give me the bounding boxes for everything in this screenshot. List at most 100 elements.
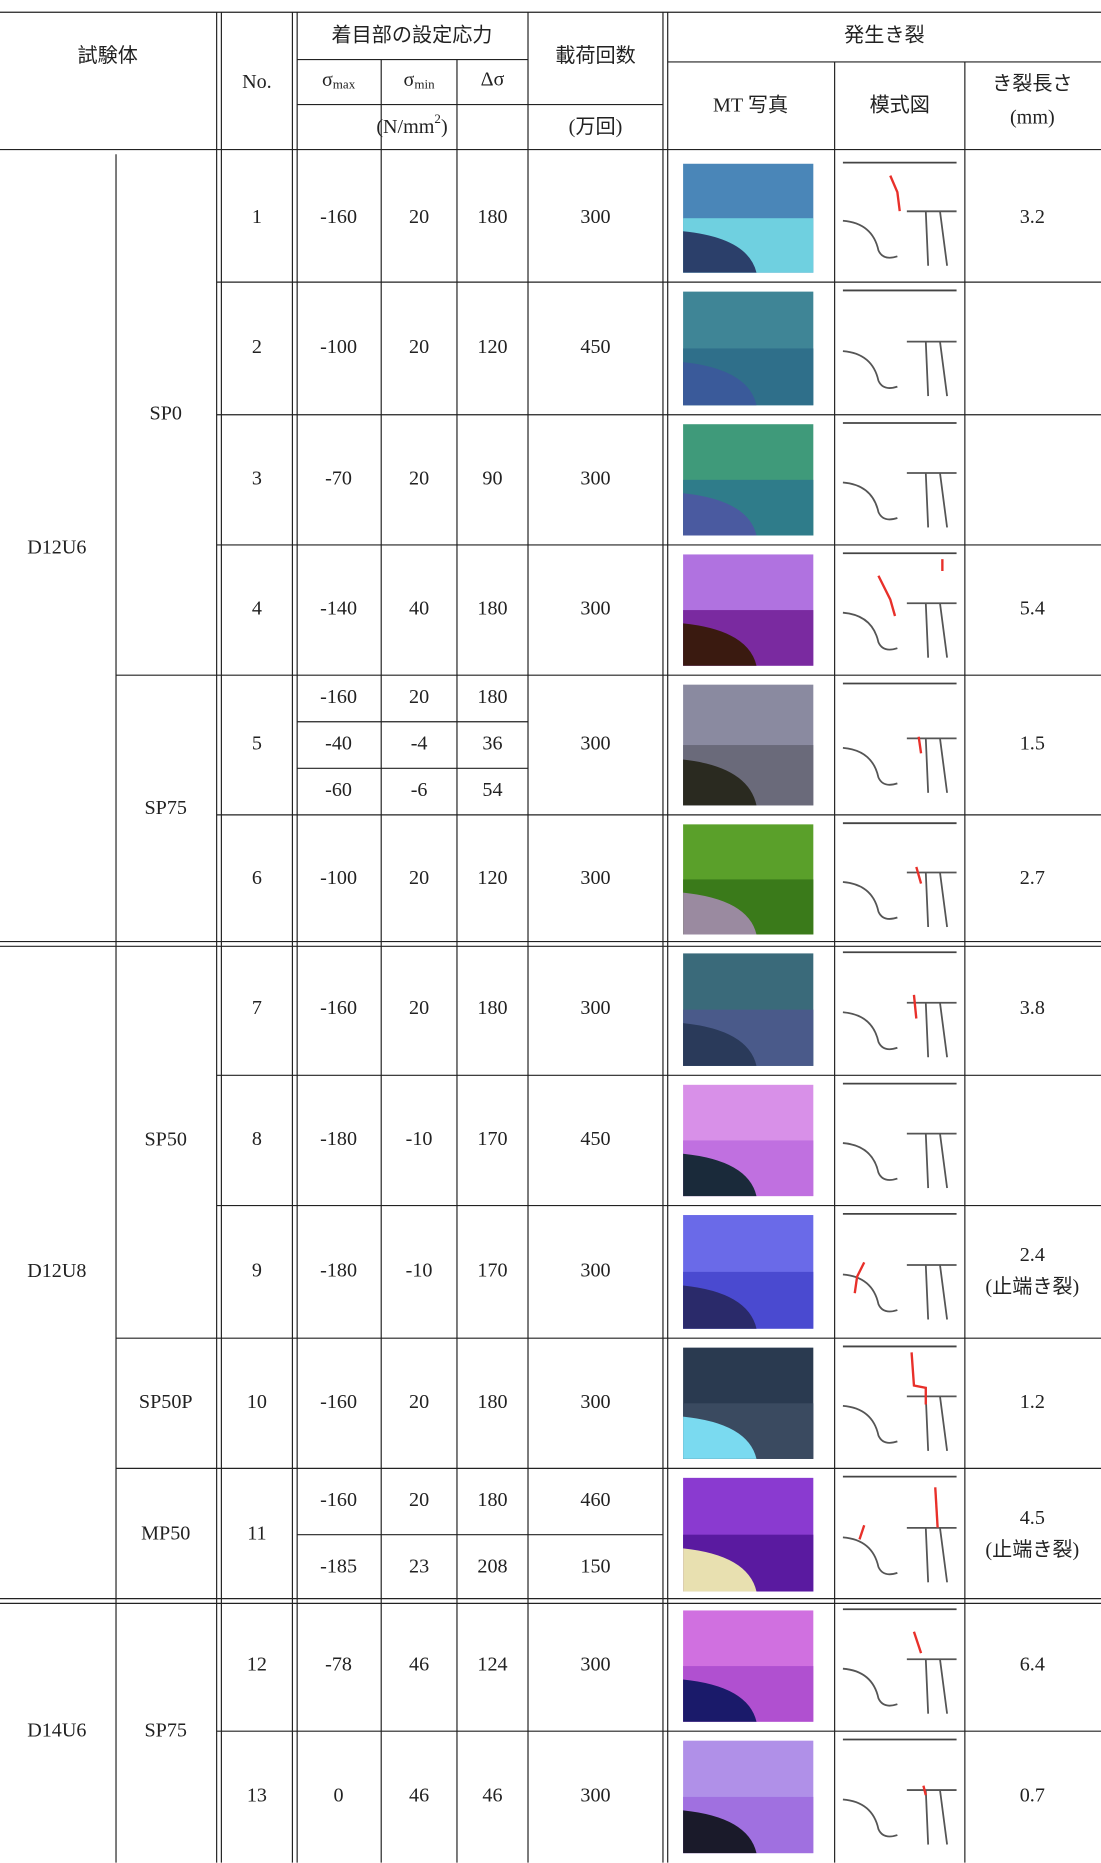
crack-length: 0.7 bbox=[1020, 1785, 1045, 1807]
stress-value: -100 bbox=[320, 867, 357, 889]
stress-value: 180 bbox=[477, 1489, 507, 1511]
stress-value: 180 bbox=[477, 686, 507, 708]
crack-length: 3.8 bbox=[1020, 997, 1045, 1019]
crack-length: 1.2 bbox=[1020, 1391, 1045, 1413]
header-stress: 着目部の設定応力 bbox=[332, 24, 493, 47]
schematic-weld bbox=[843, 1134, 957, 1188]
crack-length: 2.4 bbox=[1020, 1244, 1045, 1266]
row-no: 2 bbox=[252, 336, 262, 358]
row-no: 12 bbox=[247, 1654, 267, 1676]
cycles-value: 460 bbox=[580, 1489, 610, 1511]
stress-value: 36 bbox=[482, 733, 502, 755]
schematic-weld bbox=[843, 1659, 957, 1713]
schematic-weld bbox=[843, 873, 957, 927]
schematic-weld bbox=[843, 1396, 957, 1450]
stress-value: 23 bbox=[409, 1555, 429, 1577]
header-no: No. bbox=[242, 71, 272, 93]
stress-value: 180 bbox=[477, 1391, 507, 1413]
row-no: 9 bbox=[252, 1259, 262, 1281]
cycles-value: 300 bbox=[580, 997, 610, 1019]
stress-value: -40 bbox=[325, 733, 352, 755]
header-specimen: 試験体 bbox=[78, 44, 138, 67]
stress-value: -160 bbox=[320, 997, 357, 1019]
stress-value: -140 bbox=[320, 598, 357, 620]
schematic-crack bbox=[878, 576, 895, 616]
stress-value: -160 bbox=[320, 1489, 357, 1511]
row-no: 6 bbox=[252, 867, 262, 889]
schematic-crack bbox=[914, 995, 916, 1019]
stress-value: 46 bbox=[409, 1654, 429, 1676]
crack-length: 3.2 bbox=[1020, 206, 1045, 228]
stress-value: 170 bbox=[477, 1259, 507, 1281]
header-length: き裂長さ bbox=[992, 72, 1072, 95]
stress-value: -78 bbox=[325, 1654, 352, 1676]
stress-value: 180 bbox=[477, 206, 507, 228]
schematic-crack bbox=[935, 1487, 937, 1527]
schematic-crack bbox=[923, 1786, 925, 1795]
cycles-value: 150 bbox=[580, 1555, 610, 1577]
stress-value: 124 bbox=[477, 1654, 507, 1676]
schematic-weld bbox=[843, 1790, 957, 1844]
stress-value: 20 bbox=[409, 206, 429, 228]
header-crack: 発生き裂 bbox=[844, 24, 924, 47]
crack-length: 5.4 bbox=[1020, 598, 1045, 620]
stress-value: -6 bbox=[411, 779, 428, 801]
cycles-value: 450 bbox=[580, 1128, 610, 1150]
stress-value: 0 bbox=[334, 1785, 344, 1807]
subgroup-name: SP75 bbox=[144, 797, 186, 819]
stress-value: -70 bbox=[325, 467, 352, 489]
schematic-weld bbox=[843, 473, 957, 527]
stress-value: -100 bbox=[320, 336, 357, 358]
cycles-value: 300 bbox=[580, 206, 610, 228]
crack-length: 2.7 bbox=[1020, 867, 1045, 889]
group-name: D12U6 bbox=[27, 537, 86, 559]
stress-value: -180 bbox=[320, 1128, 357, 1150]
stress-value: -60 bbox=[325, 779, 352, 801]
stress-value: 20 bbox=[409, 997, 429, 1019]
unit: ) bbox=[441, 116, 448, 138]
symbol: σ bbox=[322, 69, 333, 91]
stress-value: -4 bbox=[411, 733, 428, 755]
stress-value: -160 bbox=[320, 1391, 357, 1413]
stress-value: 120 bbox=[477, 336, 507, 358]
cycles-value: 450 bbox=[580, 336, 610, 358]
header-length-unit: (mm) bbox=[1010, 106, 1055, 128]
crack-length: 6.4 bbox=[1020, 1654, 1045, 1676]
header-photo: MT 写真 bbox=[713, 94, 788, 117]
crack-note: (止端き裂) bbox=[985, 1275, 1079, 1298]
schematic-crack bbox=[859, 1525, 864, 1539]
stress-value: 46 bbox=[482, 1785, 502, 1807]
row-no: 5 bbox=[252, 733, 262, 755]
schematic-crack bbox=[914, 1632, 921, 1653]
stress-value: 20 bbox=[409, 867, 429, 889]
stress-value: 54 bbox=[482, 779, 502, 801]
schematic-weld bbox=[843, 211, 957, 265]
subgroup-name: SP50P bbox=[139, 1391, 193, 1413]
cycles-value: 300 bbox=[580, 1785, 610, 1807]
subgroup-name: MP50 bbox=[141, 1522, 190, 1544]
cycles-value: 300 bbox=[580, 1654, 610, 1676]
row-no: 11 bbox=[247, 1522, 266, 1544]
cycles-value: 300 bbox=[580, 733, 610, 755]
stress-value: 46 bbox=[409, 1785, 429, 1807]
stress-value: 90 bbox=[482, 467, 502, 489]
stress-value: 120 bbox=[477, 867, 507, 889]
page: 試験体 No. 着目部の設定応力 σmax σmin Δσ (N/mm2) 載荷… bbox=[0, 0, 1101, 1863]
stress-value: -180 bbox=[320, 1259, 357, 1281]
stress-value: -10 bbox=[406, 1128, 433, 1150]
stress-value: 180 bbox=[477, 997, 507, 1019]
schematic-crack bbox=[890, 176, 899, 212]
stress-value: 20 bbox=[409, 1489, 429, 1511]
stress-value: -185 bbox=[320, 1555, 357, 1577]
subscript: min bbox=[414, 77, 435, 92]
stress-value: 20 bbox=[409, 686, 429, 708]
schematic-weld bbox=[843, 342, 957, 396]
header-stress-unit: (N/mm2) bbox=[376, 111, 447, 138]
schematic-weld bbox=[843, 1003, 957, 1057]
header-cycles-unit: (万回) bbox=[569, 116, 623, 138]
row-no: 10 bbox=[247, 1391, 267, 1413]
table: 試験体 No. 着目部の設定応力 σmax σmin Δσ (N/mm2) 載荷… bbox=[0, 0, 1101, 1863]
crack-note: (止端き裂) bbox=[985, 1538, 1079, 1561]
unit: (N/mm bbox=[376, 116, 434, 138]
crack-length: 1.5 bbox=[1020, 733, 1045, 755]
